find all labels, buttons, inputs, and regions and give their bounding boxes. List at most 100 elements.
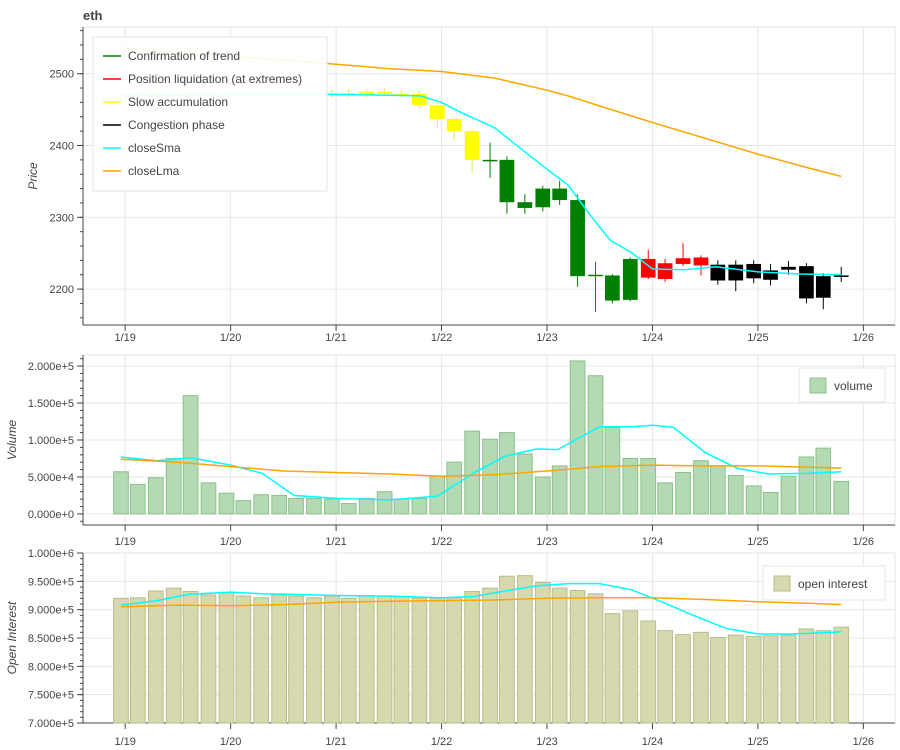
panel2-bar	[376, 595, 393, 724]
candle-body	[412, 93, 427, 106]
legend-box	[92, 36, 328, 192]
panel2-bar	[499, 575, 515, 724]
panel0-xtick-label: 1/19	[114, 332, 135, 344]
panel1-ytick-label: 1.500e+5	[28, 398, 74, 410]
panel0-ylabel: Price	[26, 162, 40, 190]
panel2-xtick-label: 1/20	[220, 736, 241, 748]
panel1-bar	[640, 457, 657, 515]
panel0-group	[77, 26, 896, 331]
panel1-bar	[798, 456, 815, 515]
panel2-bar	[446, 597, 463, 724]
candle-body	[429, 105, 445, 119]
panel1-xtick-label: 1/21	[325, 536, 346, 548]
panel2-bar	[657, 630, 673, 724]
panel2-bar	[147, 590, 164, 724]
panel1-bar	[780, 475, 797, 515]
panel1-bar	[762, 491, 779, 515]
panel2-bar	[569, 589, 586, 724]
panel2-bar	[762, 635, 779, 724]
panel1-bar	[113, 471, 129, 515]
panel1-bar	[727, 474, 744, 515]
panel2-bar	[675, 634, 691, 724]
panel2-ytick-label: 7.000e+5	[28, 718, 74, 730]
panel1-xtick-label: 1/26	[853, 536, 874, 548]
panel2-ytick-label: 8.500e+5	[28, 633, 74, 645]
panel1-bar	[815, 447, 832, 515]
panel1-bar	[129, 483, 146, 515]
panel2-bar	[253, 597, 270, 724]
candle-body	[763, 270, 778, 280]
panel2-xtick-label: 1/21	[325, 736, 346, 748]
panel0-xtick-label: 1/24	[642, 332, 663, 344]
panel2-bar	[815, 630, 832, 724]
panel1-bar	[833, 480, 850, 515]
panel1-ytick-label: 2.000e+5	[28, 361, 74, 373]
panel1-bar	[165, 457, 182, 515]
panel1-bar	[218, 492, 235, 515]
panel1-xtick-label: 1/22	[431, 536, 452, 548]
panel2-bar	[745, 635, 762, 724]
panel1-bar	[464, 430, 480, 515]
panel2-xtick-label: 1/26	[853, 736, 874, 748]
panel1-bar	[271, 494, 287, 515]
candle-body	[482, 159, 498, 162]
legend-label: closeSma	[128, 141, 181, 155]
legend-label: Position liquidation (at extremes)	[128, 72, 302, 86]
candle-body	[799, 266, 814, 299]
panel1-ytick-label: 5.000e+4	[28, 472, 74, 484]
panel2-bar	[324, 595, 340, 724]
panel1-bar	[604, 426, 621, 515]
panel2-bar	[113, 597, 129, 724]
candle-body	[446, 118, 462, 132]
panel1-line-closeLma	[120, 458, 842, 477]
panel2-bar	[200, 594, 217, 724]
panel0-ytick-label: 2400	[50, 140, 74, 152]
panel0-xtick-label: 1/21	[325, 332, 346, 344]
panel2-bar	[833, 626, 850, 724]
panel2-bar	[622, 610, 639, 724]
panel1-bar	[675, 472, 691, 515]
panel2-bar	[534, 581, 551, 724]
candle-body	[710, 264, 726, 281]
panel2-bar	[306, 597, 322, 724]
panel1-bar	[745, 485, 762, 515]
panel2-bar	[551, 587, 568, 724]
candle-body	[377, 91, 392, 94]
panel1-xtick-label: 1/19	[114, 536, 135, 548]
candle-body	[622, 258, 638, 300]
candle-body	[499, 159, 515, 203]
panel1-bar	[622, 457, 639, 515]
legend-label: Confirmation of trend	[128, 49, 240, 63]
panel2-bar	[693, 631, 709, 724]
panel0-xtick-label: 1/23	[536, 332, 557, 344]
candle-body	[341, 93, 357, 95]
panel1-bar	[517, 453, 533, 515]
panel1-bar	[376, 491, 393, 515]
panel2-bar	[358, 595, 375, 724]
panel2-bar	[709, 636, 726, 724]
panel1-bar	[411, 497, 428, 515]
candle-body	[675, 258, 691, 264]
panel1-bar	[182, 395, 199, 515]
panel1-ytick-label: 1.000e+5	[28, 435, 74, 447]
panel1-bar	[693, 460, 709, 515]
legend-label: Slow accumulation	[128, 95, 228, 109]
panel2-ylabel: Open Interest	[5, 601, 19, 674]
panel2-bar	[288, 595, 304, 724]
panel2-bar	[271, 594, 287, 724]
candle-body	[657, 263, 673, 280]
panel2-group	[77, 552, 896, 729]
candle-body	[815, 276, 831, 298]
panel2-legend-label: open interest	[798, 577, 868, 591]
candle-body	[517, 202, 533, 208]
panel2-bar	[340, 597, 357, 724]
panel1-bar	[358, 497, 375, 515]
panel1-bar	[657, 482, 673, 515]
candle-body	[833, 275, 849, 277]
panel1-bar	[235, 500, 252, 515]
panel0-ytick-label: 2300	[50, 212, 74, 224]
panel1-xtick-label: 1/20	[220, 536, 241, 548]
panel1-group	[77, 354, 896, 531]
panel1-bar	[147, 477, 164, 515]
candle-body	[781, 266, 796, 270]
